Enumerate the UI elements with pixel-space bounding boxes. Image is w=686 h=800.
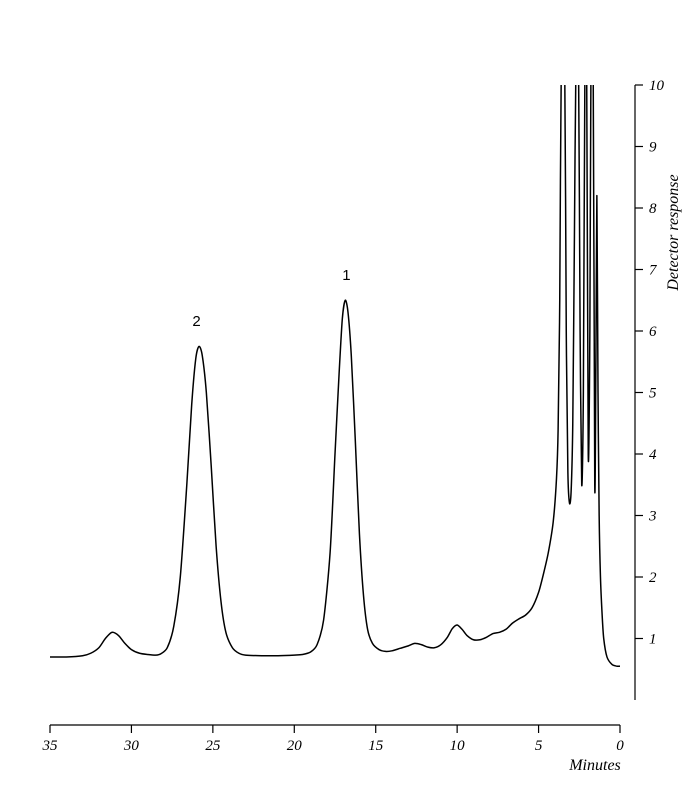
peak-label: 2 [192,313,200,330]
y-tick-label: 2 [649,570,657,586]
y-axis-label: Detector response [665,174,682,291]
y-tick-label: 5 [649,386,657,402]
chart-svg: 0 5 10 15 20 25 30 35 Minutes 1 2 3 4 5 6 7 8 9 10 Detector… [0,0,686,800]
x-tick-label: 30 [123,738,140,754]
peak-label: 1 [342,267,350,284]
y-tick-label: 4 [649,447,657,463]
x-tick-label: 25 [205,738,221,754]
y-tick-label: 8 [649,201,657,217]
chromatogram-trace [50,17,620,666]
x-tick-label: 15 [368,738,384,754]
y-tick-label: 9 [649,140,657,156]
x-tick-label: 0 [616,738,624,754]
y-tick-label: 3 [648,509,657,525]
y-tick-label: 7 [649,263,658,279]
y-tick-label: 10 [649,78,665,94]
chromatogram-figure: 0 5 10 15 20 25 30 35 Minutes 1 2 3 4 5 6 7 8 9 10 Detector… [0,0,686,800]
y-tick-label: 6 [649,324,657,340]
y-tick-label: 1 [649,632,657,648]
x-tick-label: 20 [287,738,303,754]
x-tick-label: 5 [535,738,543,754]
x-axis-label: Minutes [568,757,621,774]
x-tick-label: 10 [450,738,466,754]
x-tick-label: 35 [42,738,59,754]
